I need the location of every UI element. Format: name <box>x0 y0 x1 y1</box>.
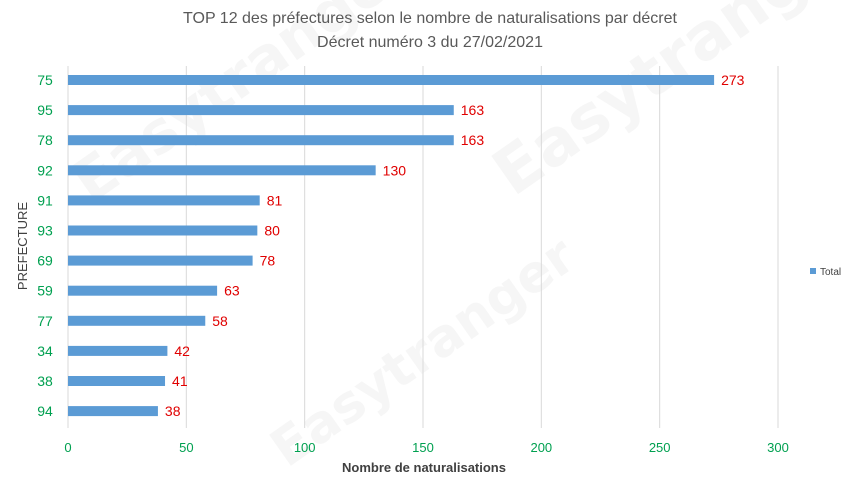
category-label: 95 <box>37 102 53 118</box>
x-tick-label: 50 <box>179 440 193 455</box>
category-label: 69 <box>37 253 53 269</box>
bar <box>68 345 168 356</box>
x-tick-label: 150 <box>412 440 434 455</box>
bar <box>68 406 158 417</box>
data-label: 42 <box>174 343 190 359</box>
y-axis-title: PREFECTURE <box>15 202 30 290</box>
data-label: 163 <box>461 102 485 118</box>
x-tick-label: 100 <box>294 440 316 455</box>
data-label: 38 <box>165 403 181 419</box>
data-label: 130 <box>383 162 407 178</box>
category-label: 93 <box>37 223 53 239</box>
data-label: 163 <box>461 132 485 148</box>
data-label: 63 <box>224 283 240 299</box>
category-label: 34 <box>37 343 53 359</box>
data-label: 41 <box>172 373 188 389</box>
category-label: 75 <box>37 72 53 88</box>
data-label: 81 <box>267 192 283 208</box>
legend: Total <box>810 267 841 278</box>
x-axis-title: Nombre de naturalisations <box>342 460 506 475</box>
category-label: 91 <box>37 192 53 208</box>
x-tick-labels: 0 50 100 150 200 250 300 <box>64 440 788 455</box>
category-label: 77 <box>37 313 53 329</box>
chart-title: TOP 12 des préfectures selon le nombre d… <box>183 10 677 27</box>
x-tick-label: 300 <box>767 440 789 455</box>
category-label: 78 <box>37 132 53 148</box>
data-label: 80 <box>264 223 280 239</box>
bar <box>68 75 715 85</box>
category-labels: 75 95 78 92 91 93 69 59 77 34 38 94 <box>37 72 53 419</box>
data-label: 273 <box>721 72 745 88</box>
bar <box>68 165 376 176</box>
category-label: 38 <box>37 373 53 389</box>
chart-subtitle: Décret numéro 3 du 27/02/2021 <box>317 34 543 51</box>
bars <box>68 75 715 417</box>
gridlines <box>67 66 779 428</box>
bar <box>68 285 218 296</box>
category-label: 94 <box>37 403 53 419</box>
legend-swatch <box>810 268 816 274</box>
value-labels: 273 163 163 130 81 80 78 63 58 42 41 38 <box>165 72 745 419</box>
bar <box>68 255 253 266</box>
bar <box>68 315 206 326</box>
bar <box>68 105 454 116</box>
bar <box>68 195 260 206</box>
category-label: 92 <box>37 162 53 178</box>
data-label: 78 <box>260 253 276 269</box>
legend-label: Total <box>820 267 841 278</box>
x-tick-label: 250 <box>649 440 671 455</box>
bar <box>68 376 166 386</box>
x-tick-label: 200 <box>530 440 552 455</box>
bar <box>68 225 258 236</box>
bar <box>68 135 454 146</box>
data-label: 58 <box>212 313 228 329</box>
category-label: 59 <box>37 283 53 299</box>
x-tick-label: 0 <box>64 440 71 455</box>
